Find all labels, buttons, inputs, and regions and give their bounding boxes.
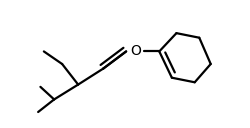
Text: O: O xyxy=(130,44,141,58)
